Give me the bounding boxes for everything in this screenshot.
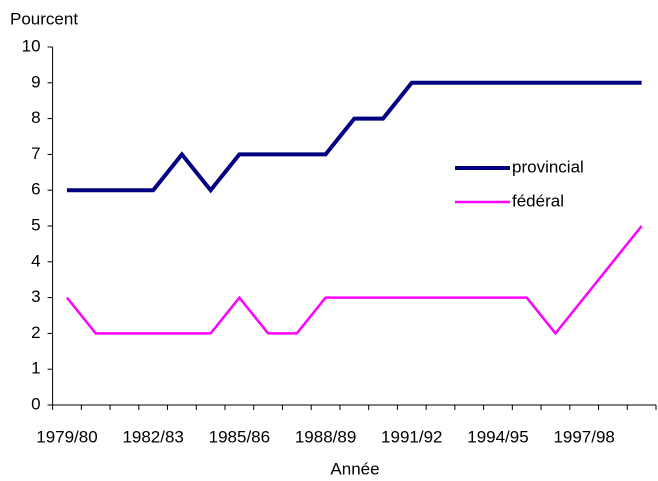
x-tick-label: 1997/98 — [553, 427, 614, 446]
y-tick-label: 2 — [31, 323, 40, 342]
x-tick-label: 1985/86 — [209, 427, 270, 446]
legend-label: fédéral — [512, 191, 564, 210]
y-tick-label: 8 — [31, 108, 40, 127]
y-tick-label: 1 — [31, 359, 40, 378]
y-tick-label: 6 — [31, 180, 40, 199]
x-tick-label: 1994/95 — [467, 427, 528, 446]
y-tick-label: 0 — [31, 394, 40, 413]
y-tick-label: 9 — [31, 72, 40, 91]
x-axis-label: Année — [330, 459, 379, 478]
y-tick-label: 5 — [31, 215, 40, 234]
x-tick-label: 1982/83 — [122, 427, 183, 446]
y-axis-label: Pourcent — [10, 9, 78, 28]
line-series — [65, 225, 643, 336]
legend-label: provincial — [512, 157, 584, 176]
x-tick-label: 1991/92 — [381, 427, 442, 446]
line-series — [66, 80, 642, 194]
y-tick-label: 4 — [31, 251, 40, 270]
legend-box — [448, 150, 612, 216]
y-tick-label: 10 — [22, 36, 41, 55]
y-tick-label: 7 — [31, 144, 40, 163]
x-tick-label: 1979/80 — [36, 427, 97, 446]
x-tick-label: 1988/89 — [295, 427, 356, 446]
y-tick-label: 3 — [31, 287, 40, 306]
